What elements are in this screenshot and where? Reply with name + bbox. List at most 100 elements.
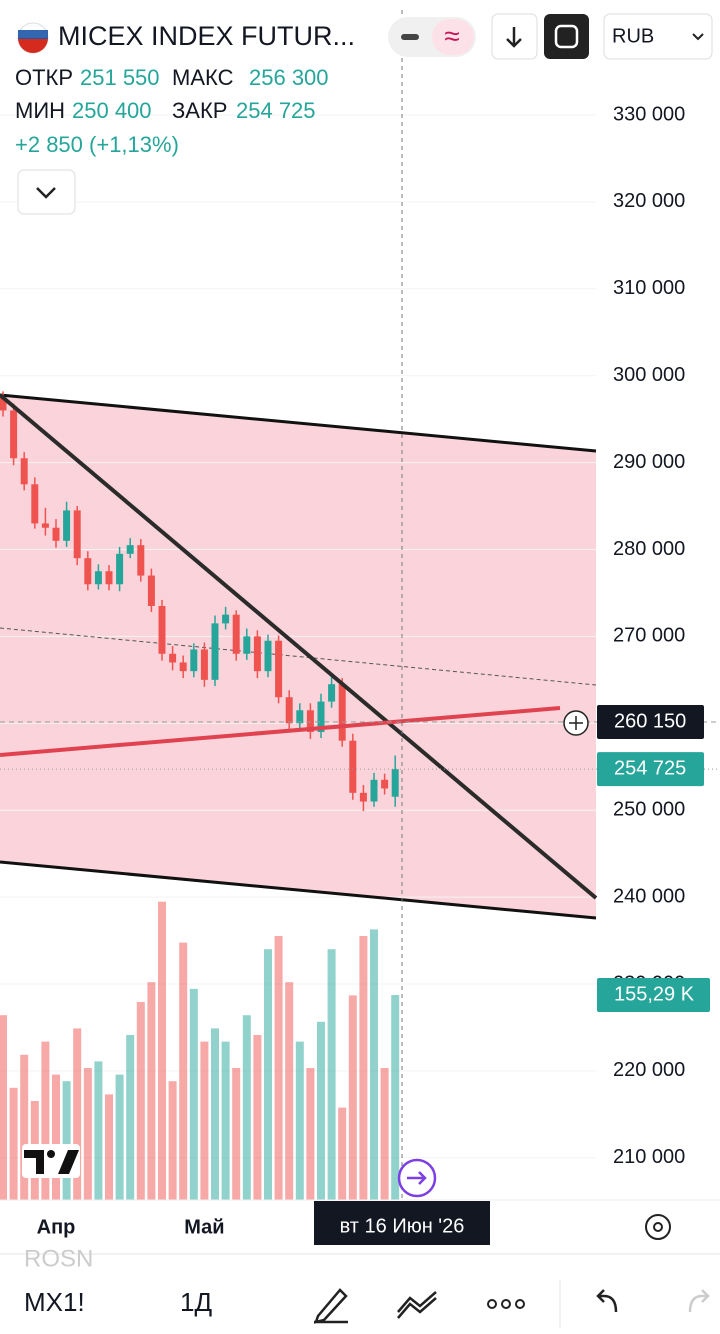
volume-bar bbox=[115, 1074, 124, 1200]
currency-select[interactable] bbox=[603, 13, 713, 60]
volume-bar bbox=[41, 1041, 50, 1200]
fullscreen-button[interactable] bbox=[544, 14, 589, 59]
candle-body bbox=[306, 710, 314, 732]
expand-button[interactable] bbox=[17, 169, 76, 215]
more-button[interactable] bbox=[487, 1299, 525, 1309]
candle-body bbox=[10, 410, 18, 459]
candle-body bbox=[20, 458, 28, 485]
y-tick-label: 320 000 bbox=[613, 190, 685, 212]
logo-dot bbox=[47, 1150, 55, 1158]
price-label-bg bbox=[597, 752, 704, 787]
volume-bar bbox=[338, 1107, 347, 1200]
candle-body bbox=[253, 636, 261, 672]
ohlc: ОТКР 251 550 МАКС 256 300 МИН 250 400 ЗАКР 254 … bbox=[15, 65, 329, 123]
y-tick-label: 290 000 bbox=[613, 451, 685, 473]
settings-icon bbox=[653, 1222, 663, 1232]
volume-bar bbox=[168, 1081, 177, 1200]
volume-layer bbox=[0, 901, 400, 1200]
flag-red bbox=[18, 38, 48, 53]
volume-bar bbox=[52, 1074, 60, 1200]
candle-body bbox=[264, 640, 272, 672]
candle-body bbox=[338, 684, 346, 741]
volume-bar bbox=[9, 1087, 18, 1200]
volume-bar bbox=[221, 1041, 230, 1200]
candle-body bbox=[52, 527, 60, 541]
candle-body bbox=[275, 640, 283, 698]
price-label: 254 725 bbox=[614, 757, 686, 779]
y-tick-label: 220 000 bbox=[613, 1059, 685, 1081]
candle-body bbox=[317, 701, 325, 732]
indicators-button[interactable] bbox=[397, 1291, 437, 1319]
ohlc-label: ЗАКР bbox=[172, 98, 227, 123]
candle-body bbox=[391, 769, 399, 797]
interval-button[interactable]: 1Д bbox=[180, 1287, 212, 1317]
x-tick-label: Апр bbox=[37, 1216, 76, 1238]
candle-body bbox=[126, 545, 134, 554]
red-line bbox=[0, 706, 561, 757]
volume-bar bbox=[295, 1041, 304, 1200]
candle-body bbox=[359, 792, 367, 802]
logo-t bbox=[24, 1150, 44, 1174]
volume-bar bbox=[242, 1015, 251, 1200]
y-tick-label: 240 000 bbox=[613, 885, 685, 907]
candle-body bbox=[147, 575, 155, 606]
markers: 260 150 254 725 155,29 K bbox=[0, 704, 720, 1013]
x-axis: Апр Май bbox=[37, 1216, 225, 1238]
candle-body bbox=[73, 510, 81, 559]
dot bbox=[515, 1299, 525, 1309]
volume-bar bbox=[306, 1068, 315, 1200]
candle-body bbox=[232, 614, 240, 654]
mid-line bbox=[0, 627, 597, 686]
symbol-button[interactable]: MX1! bbox=[24, 1287, 85, 1317]
fullscreen-icon bbox=[554, 24, 579, 49]
currency: RUB bbox=[612, 25, 654, 47]
candle-body bbox=[158, 605, 166, 654]
candle-body bbox=[243, 636, 251, 654]
candle-body bbox=[349, 740, 357, 793]
y-tick-label: 310 000 bbox=[613, 277, 685, 299]
candle-body bbox=[370, 779, 378, 802]
candle-body bbox=[31, 484, 39, 524]
dot bbox=[487, 1299, 497, 1309]
ohlc-label: ОТКР bbox=[15, 65, 73, 90]
add-icon bbox=[569, 716, 583, 730]
volume-bar bbox=[232, 1068, 241, 1200]
candle-body bbox=[211, 623, 219, 680]
price-axis: 330 000 320 000 310 000 300 000 290 000 280 0… bbox=[613, 103, 685, 1168]
volume-bar bbox=[179, 942, 188, 1200]
candle-body bbox=[137, 545, 145, 576]
scroll-icon bbox=[407, 1171, 427, 1185]
candle-body bbox=[285, 697, 293, 724]
y-tick-label: 330 000 bbox=[613, 103, 685, 125]
logo bbox=[22, 1144, 80, 1178]
volume-bar bbox=[73, 1028, 82, 1200]
expand-icon bbox=[36, 187, 56, 199]
volume-bar bbox=[370, 929, 378, 1200]
volume-bar bbox=[211, 1028, 219, 1200]
y-tick-label: 270 000 bbox=[613, 625, 685, 647]
volume-bar bbox=[147, 982, 156, 1200]
y-tick-label: 300 000 bbox=[613, 364, 685, 386]
crosshair-label: вт 16 Июн '26 bbox=[340, 1215, 465, 1237]
y-tick-label: 210 000 bbox=[613, 1146, 685, 1168]
candle-body bbox=[169, 653, 177, 663]
candle-body bbox=[41, 523, 49, 528]
logo-v bbox=[58, 1150, 79, 1174]
volume-bar bbox=[285, 982, 294, 1200]
undo-button[interactable] bbox=[596, 1289, 618, 1313]
candle-body bbox=[328, 684, 336, 702]
settings-button[interactable] bbox=[645, 1214, 671, 1240]
draw-button[interactable] bbox=[314, 1288, 348, 1324]
toggle-icon bbox=[401, 34, 419, 40]
ohlc-label: МАКС bbox=[172, 65, 234, 90]
redo-button[interactable] bbox=[688, 1289, 710, 1313]
price-label-bg bbox=[597, 704, 704, 739]
trendline bbox=[0, 393, 598, 900]
y-tick-label: 280 000 bbox=[613, 538, 685, 560]
chevron bbox=[692, 33, 704, 41]
symbol-title[interactable]: MICEX INDEX FUTUR... bbox=[58, 21, 355, 51]
download-icon bbox=[506, 27, 522, 48]
price-label: 260 150 bbox=[614, 710, 686, 732]
ohlc-value: 256 300 bbox=[249, 65, 329, 90]
